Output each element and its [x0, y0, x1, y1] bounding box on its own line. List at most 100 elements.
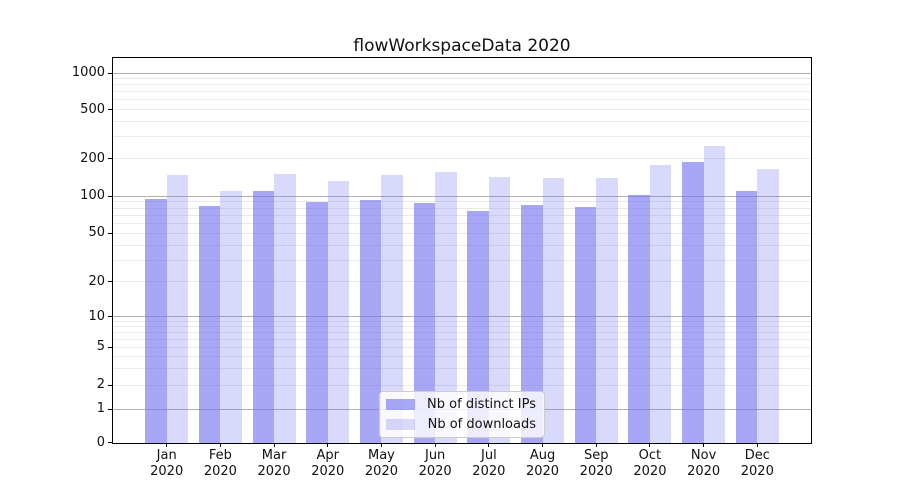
y-tick-mark [108, 316, 112, 318]
gridline-minor [113, 99, 811, 101]
bar-downloads-apr [327, 180, 350, 443]
bar-downloads-feb [220, 190, 242, 443]
bar-distinct-ips-oct [628, 194, 650, 443]
bar-downloads-jun [435, 171, 457, 443]
x-tick-label: Feb 2020 [203, 448, 237, 479]
bar-downloads-aug [542, 178, 565, 443]
gridline-major [113, 195, 811, 197]
y-tick-mark [108, 442, 112, 444]
x-tick-label: Dec 2020 [740, 448, 774, 479]
y-tick-mark [108, 232, 112, 234]
bar-distinct-ips-sep [574, 206, 597, 443]
gridline-minor [113, 158, 811, 159]
x-tick-mark [273, 443, 275, 447]
gridline-minor [113, 331, 811, 333]
legend: Nb of distinct IPs Nb of downloads [379, 391, 545, 438]
gridline-major [113, 72, 811, 74]
bar-distinct-ips-aug [521, 204, 543, 443]
x-tick-label: Jan 2020 [150, 448, 184, 479]
gridline-minor [113, 120, 811, 122]
bar-distinct-ips-may [359, 200, 382, 443]
bar-downloads-jul [488, 176, 511, 443]
gridline-minor [113, 201, 811, 203]
x-tick-label: Aug 2020 [525, 448, 560, 479]
y-tick-mark [108, 109, 112, 110]
x-tick-mark [595, 443, 597, 447]
bar-distinct-ips-jan [145, 199, 167, 443]
plot-area [112, 57, 812, 444]
x-tick-label: Apr 2020 [311, 448, 345, 479]
x-tick-label: Sep 2020 [579, 448, 613, 479]
x-tick-mark [488, 443, 490, 447]
x-tick-mark [166, 443, 168, 447]
y-tick-label: 50 [88, 225, 105, 241]
gridline-minor [113, 222, 811, 224]
y-tick-label: 10 [88, 308, 105, 324]
x-tick-mark [542, 443, 544, 447]
legend-swatch-downloads [386, 419, 415, 430]
y-tick-label: 1 [96, 401, 105, 416]
gridline-minor [113, 207, 811, 209]
y-tick-mark [108, 195, 112, 197]
gridline-minor [113, 326, 811, 328]
bar-downloads-jan [166, 174, 189, 443]
gridline-minor [113, 109, 811, 110]
gridline-minor [113, 259, 811, 261]
gridline-minor [113, 214, 811, 216]
legend-label-distinct-ips: Nb of distinct IPs [427, 397, 536, 412]
y-tick-mark [108, 384, 112, 386]
x-tick-mark [380, 443, 382, 447]
legend-label-downloads: Nb of downloads [427, 417, 536, 432]
x-tick-mark [219, 443, 221, 447]
gridline-minor [113, 320, 811, 322]
y-tick-mark [108, 346, 112, 348]
x-tick-mark [703, 443, 705, 447]
legend-row-downloads: Nb of downloads [386, 417, 536, 432]
bar-distinct-ips-nov [682, 162, 704, 443]
y-tick-label: 1000 [71, 65, 105, 81]
y-tick-label: 5 [96, 339, 105, 355]
gridline-minor [113, 384, 811, 386]
y-tick-mark [108, 408, 112, 410]
gridline-minor [113, 355, 811, 357]
y-tick-label: 20 [88, 273, 105, 289]
y-tick-label: 200 [80, 150, 105, 166]
x-tick-label: Mar 2020 [257, 448, 291, 479]
bar-distinct-ips-apr [306, 201, 328, 443]
gridline-minor [113, 367, 811, 369]
chart-title: flowWorkspaceData 2020 [353, 36, 571, 56]
bar-downloads-dec [757, 168, 779, 443]
gridline-minor [113, 91, 811, 93]
bar-downloads-sep [596, 177, 618, 443]
legend-row-distinct-ips: Nb of distinct IPs [386, 397, 536, 412]
y-tick-label: 100 [80, 188, 105, 203]
gridline-minor [113, 232, 811, 234]
gridline-minor [113, 84, 811, 86]
bar-distinct-ips-feb [198, 206, 221, 443]
x-tick-label: Oct 2020 [633, 448, 667, 479]
x-tick-label: May 2020 [364, 448, 398, 479]
gridline-minor [113, 244, 811, 246]
x-tick-label: Nov 2020 [687, 448, 721, 479]
gridline-minor [113, 346, 811, 348]
x-tick-mark [756, 443, 758, 447]
bar-downloads-oct [649, 164, 672, 443]
gridline-minor [113, 136, 811, 138]
gridline-major [113, 316, 811, 318]
y-tick-label: 2 [96, 377, 105, 392]
bar-downloads-nov [703, 145, 726, 443]
x-tick-label: Jun 2020 [418, 448, 452, 479]
x-tick-mark [649, 443, 651, 447]
x-tick-label: Jul 2020 [472, 448, 506, 479]
bar-downloads-may [381, 174, 403, 443]
y-tick-label: 500 [80, 101, 105, 117]
y-tick-mark [108, 158, 112, 159]
bar-distinct-ips-dec [735, 190, 758, 443]
x-tick-mark [434, 443, 436, 447]
y-tick-mark [108, 72, 112, 74]
gridline-minor [113, 338, 811, 340]
bar-distinct-ips-jul [467, 210, 489, 443]
legend-swatch-distinct-ips [386, 399, 415, 410]
gridline-minor [113, 78, 811, 80]
